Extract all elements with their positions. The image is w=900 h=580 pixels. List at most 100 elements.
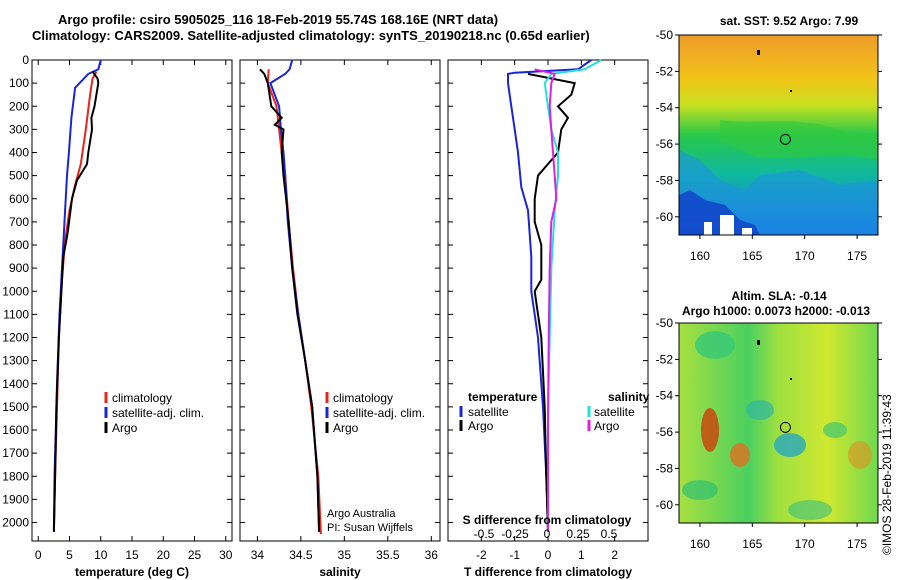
x-tick-label: 34.5 xyxy=(289,548,313,562)
legend-title-temperature: temperature xyxy=(468,390,538,404)
sla-map: 160 165 170 175 -50 -52 -54 -56 -58 -60 Altim. SL… xyxy=(656,289,882,551)
x2-tick-label: -0.5 xyxy=(474,527,495,541)
series-line-salinity-0 xyxy=(266,69,322,535)
map-x-tick-label: 165 xyxy=(742,249,762,263)
legend-title-salinity: salinity xyxy=(608,390,650,404)
map-x-tick-label: 160 xyxy=(690,249,710,263)
x2-tick-label: 0 xyxy=(544,527,551,541)
depth-tick-label: 1900 xyxy=(2,492,29,506)
x-axis-label-temperature: temperature (deg C) xyxy=(75,565,189,579)
map-y-tick-label: -50 xyxy=(656,28,674,42)
map-frame xyxy=(678,322,879,524)
x-tick-label: -1 xyxy=(509,548,520,562)
map-y-tick-label: -56 xyxy=(656,425,674,439)
sst-map: 160 165 170 175 -50 -52 -54 -56 -58 -60 sat. SST:… xyxy=(656,14,882,263)
sla-map-subtitle: Argo h1000: 0.0073 h2000: -0.013 xyxy=(682,304,870,318)
map-y-tick-label: -58 xyxy=(656,461,674,475)
depth-tick-label: 700 xyxy=(9,215,29,229)
depth-tick-label: 400 xyxy=(9,146,29,160)
series-line-difference-2 xyxy=(543,59,602,532)
x-axis-label-salinity: salinity xyxy=(319,565,361,579)
x-tick-label: 35.5 xyxy=(376,548,400,562)
sla-map-title: Altim. SLA: -0.14 xyxy=(731,289,827,303)
map-x-tick-label: 170 xyxy=(795,537,815,551)
legend-label: Argo xyxy=(468,419,494,433)
plot-frame-salinity xyxy=(239,59,441,542)
depth-tick-label: 2000 xyxy=(2,516,29,530)
x2-tick-label: 0.5 xyxy=(601,527,618,541)
legend-label: satellite-adj. clim. xyxy=(333,406,425,420)
map-y-tick-label: -58 xyxy=(656,173,674,187)
depth-tick-label: 100 xyxy=(9,76,29,90)
x-tick-label: -2 xyxy=(476,548,487,562)
x-tick-label: 30 xyxy=(219,548,233,562)
series-line-salinity-2 xyxy=(259,68,321,532)
map-x-tick-label: 175 xyxy=(847,249,867,263)
x-tick-label: 35 xyxy=(338,548,352,562)
map-y-tick-label: -60 xyxy=(656,498,674,512)
series-line-difference-1 xyxy=(527,72,576,532)
depth-tick-label: 300 xyxy=(9,122,29,136)
depth-tick-label: 0 xyxy=(22,53,29,67)
depth-tick-label: 1200 xyxy=(2,331,29,345)
x-tick-label: 15 xyxy=(125,548,139,562)
map-x-tick-label: 160 xyxy=(690,537,710,551)
map-x-tick-label: 170 xyxy=(795,249,815,263)
map-y-tick-label: -56 xyxy=(656,137,674,151)
depth-tick-label: 1000 xyxy=(2,284,29,298)
map-y-tick-label: -54 xyxy=(656,389,674,403)
x-tick-label: 5 xyxy=(66,548,73,562)
x2-tick-label: -0.25 xyxy=(501,527,529,541)
credit-stamp: ©IMOS 28-Feb-2019 11:39:43 xyxy=(880,394,894,555)
credit-annotation: PI: Susan Wijffels xyxy=(327,522,413,534)
depth-tick-label: 800 xyxy=(9,238,29,252)
argo-position-marker xyxy=(779,133,791,145)
legend-label: Argo xyxy=(112,421,138,435)
legend-label: Argo xyxy=(333,421,359,435)
depth-tick-label: 500 xyxy=(9,169,29,183)
map-y-tick-label: -60 xyxy=(656,210,674,224)
x-tick-label: 34 xyxy=(251,548,265,562)
legend-label: Argo xyxy=(594,419,620,433)
argo-position-marker xyxy=(779,421,791,433)
x-axis-label-difference: T difference from climatology xyxy=(464,565,632,579)
map-y-tick-label: -50 xyxy=(656,316,674,330)
depth-tick-label: 1300 xyxy=(2,354,29,368)
legend-label: climatology xyxy=(112,391,172,405)
legend-label: satellite-adj. clim. xyxy=(112,406,204,420)
x-tick-label: 0 xyxy=(545,548,552,562)
depth-tick-label: 1500 xyxy=(2,400,29,414)
x-tick-label: 36 xyxy=(425,548,439,562)
x-tick-label: 1 xyxy=(578,548,585,562)
figure-title-line2: Climatology: CARS2009. Satellite-adjuste… xyxy=(32,28,590,43)
map-y-tick-label: -54 xyxy=(656,101,674,115)
series-line-difference-3 xyxy=(534,68,558,532)
figure-title-line1: Argo profile: csiro 5905025_116 18-Feb-2… xyxy=(58,12,498,27)
x-tick-label: 20 xyxy=(157,548,171,562)
map-y-tick-label: -52 xyxy=(656,64,674,78)
legend-label: climatology xyxy=(333,391,393,405)
x-tick-label: 25 xyxy=(188,548,202,562)
sst-map-title: sat. SST: 9.52 Argo: 7.99 xyxy=(720,14,859,28)
series-line-difference-0 xyxy=(507,59,592,532)
x-tick-label: 2 xyxy=(611,548,618,562)
depth-tick-label: 1400 xyxy=(2,377,29,391)
x-tick-label: 10 xyxy=(94,548,108,562)
depth-tick-label: 1100 xyxy=(3,307,29,321)
depth-tick-label: 600 xyxy=(9,192,29,206)
series-line-temperature-2 xyxy=(52,71,100,532)
depth-tick-label: 200 xyxy=(9,99,29,113)
map-frame xyxy=(678,34,879,236)
credit-annotation: Argo Australia xyxy=(327,508,396,520)
legend-label: satellite xyxy=(468,405,509,419)
depth-tick-label: 1700 xyxy=(2,446,29,460)
x2-tick-label: 0.25 xyxy=(566,527,590,541)
x2-axis-label: S difference from climatology xyxy=(463,513,632,527)
depth-tick-label: 1600 xyxy=(2,423,29,437)
depth-tick-label: 900 xyxy=(9,261,29,275)
map-y-tick-label: -52 xyxy=(656,352,674,366)
legend-label: satellite xyxy=(594,405,635,419)
map-x-tick-label: 175 xyxy=(847,537,867,551)
plot-frame-temperature xyxy=(31,59,233,542)
